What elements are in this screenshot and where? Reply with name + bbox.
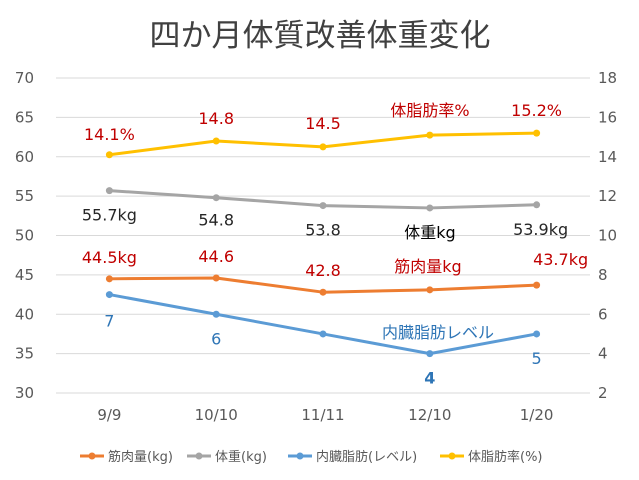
- data-label: 4: [424, 369, 435, 388]
- data-label: 53.9kg: [513, 220, 568, 239]
- data-label: 5: [532, 349, 542, 368]
- y-tick-label-left: 55: [15, 187, 34, 205]
- data-point: [105, 275, 113, 283]
- gridlines: [56, 77, 590, 394]
- x-tick-label: 11/11: [301, 406, 344, 424]
- y-tick-label-right: 14: [598, 148, 617, 166]
- data-point: [212, 274, 220, 282]
- y-tick-label-right: 18: [598, 69, 617, 87]
- legend-swatch-marker: [296, 452, 304, 460]
- data-label: 14.8: [198, 109, 234, 128]
- data-label: 54.8: [198, 211, 234, 230]
- x-tick-label: 9/9: [97, 406, 121, 424]
- legend-label: 体重(kg): [215, 449, 267, 465]
- series-annotation: 体重kg: [404, 223, 455, 242]
- data-label: 43.7kg: [533, 250, 588, 269]
- data-point: [426, 286, 434, 294]
- legend-label: 筋肉量(kg): [108, 449, 173, 465]
- data-point: [319, 330, 327, 338]
- y-tick-label-left: 35: [15, 345, 34, 363]
- y-tick-label-left: 40: [15, 305, 34, 323]
- data-point: [533, 129, 541, 137]
- data-point: [105, 151, 113, 159]
- data-point: [105, 187, 113, 195]
- data-point: [533, 330, 541, 338]
- series-annotation: 内臓脂肪レベル: [382, 323, 494, 342]
- data-label: 44.5kg: [82, 248, 137, 267]
- y-tick-label-right: 2: [598, 384, 608, 402]
- annotations: 体脂肪率% 体重kg 筋肉量kg 内臓脂肪レベル: [382, 101, 494, 342]
- data-point: [212, 194, 220, 202]
- data-label: 15.2%: [511, 101, 562, 120]
- data-label: 7: [104, 312, 114, 331]
- legend: 筋肉量(kg) 体重(kg) 内臓脂肪(レベル) 体脂肪率(%): [80, 449, 543, 465]
- legend-label: 内臓脂肪(レベル): [316, 449, 417, 465]
- y-tick-label-left: 30: [15, 384, 34, 402]
- data-point: [426, 350, 434, 358]
- data-point: [426, 204, 434, 212]
- data-label: 6: [211, 329, 221, 348]
- x-tick-label: 1/20: [520, 406, 554, 424]
- data-labels: 44.5kg 44.6 42.8 43.7kg 55.7kg 54.8 53.8 53.9kg…: [82, 101, 588, 388]
- data-label: 55.7kg: [82, 206, 137, 225]
- x-tick-label: 10/10: [195, 406, 238, 424]
- data-point: [319, 202, 327, 210]
- data-point: [533, 281, 541, 289]
- y-tick-label-left: 45: [15, 266, 34, 284]
- data-point: [319, 143, 327, 151]
- y-tick-label-right: 12: [598, 187, 617, 205]
- data-label: 14.1%: [84, 125, 135, 144]
- y-tick-label-left: 70: [15, 69, 34, 87]
- series-lines: [105, 129, 541, 358]
- series-annotation: 筋肉量kg: [394, 257, 461, 276]
- legend-swatch-marker: [448, 452, 456, 460]
- y-tick-label-left: 60: [15, 148, 34, 166]
- data-point: [319, 288, 327, 296]
- data-label: 53.8: [305, 221, 341, 240]
- chart-title: 四か月体質改善体重変化: [150, 18, 491, 54]
- data-label: 42.8: [305, 261, 341, 280]
- data-point: [212, 310, 220, 318]
- data-point: [212, 137, 220, 145]
- y-tick-label-right: 16: [598, 108, 617, 126]
- data-point: [426, 131, 434, 139]
- data-label: 44.6: [198, 247, 234, 266]
- y-tick-label-right: 4: [598, 345, 608, 363]
- y-tick-label-right: 6: [598, 305, 608, 323]
- series-annotation: 体脂肪率%: [390, 101, 469, 120]
- data-point: [105, 291, 113, 299]
- y-tick-label-left: 65: [15, 108, 34, 126]
- y-tick-label-right: 10: [598, 227, 617, 245]
- legend-swatch-marker: [195, 452, 203, 460]
- data-point: [533, 201, 541, 209]
- data-label: 14.5: [305, 114, 341, 133]
- legend-swatch-marker: [88, 452, 96, 460]
- legend-label: 体脂肪率(%): [468, 449, 543, 465]
- y-tick-label-right: 8: [598, 266, 608, 284]
- y-tick-label-left: 50: [15, 227, 34, 245]
- x-tick-label: 12/10: [408, 406, 451, 424]
